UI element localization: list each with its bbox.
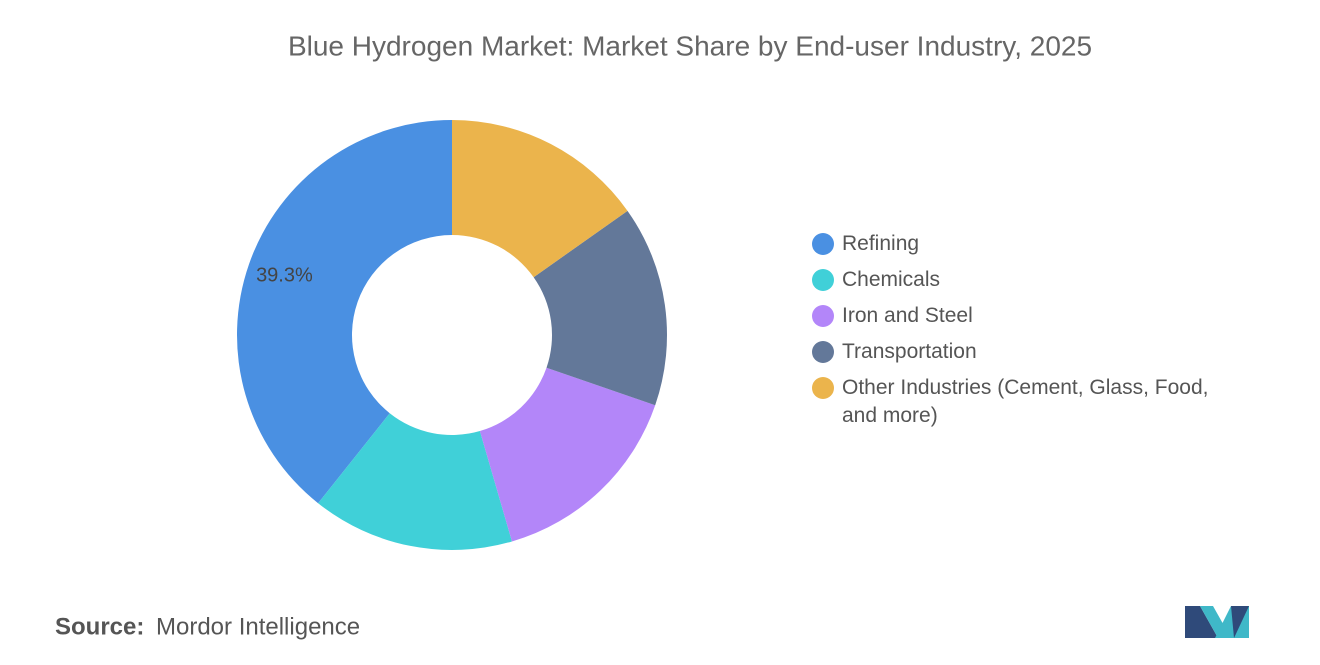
legend-item: Transportation	[812, 338, 1232, 366]
legend-marker	[812, 269, 834, 291]
legend-label: Other Industries (Cement, Glass, Food, a…	[842, 376, 1209, 427]
donut: 39.3%	[236, 120, 667, 550]
legend-item: Chemicals	[812, 266, 1232, 294]
slice	[533, 210, 667, 406]
source: Mordor Intelligence	[156, 613, 360, 640]
legend-marker	[812, 341, 834, 363]
legend-item: Refining	[812, 230, 1232, 258]
legend-item: Iron and Steel	[812, 302, 1232, 330]
data-label: 39.3%	[256, 265, 313, 287]
legend-marker	[812, 305, 834, 327]
source-label: Source:	[55, 613, 144, 640]
legend-item: Other Industries (Cement, Glass, Food, a…	[812, 374, 1232, 430]
legend-marker	[812, 377, 834, 399]
slice	[479, 367, 656, 542]
legend-label: Iron and Steel	[842, 304, 973, 327]
legend-label: Chemicals	[842, 268, 941, 291]
legend-marker	[812, 233, 834, 255]
legend-label: Transportation	[842, 340, 977, 363]
slice	[318, 413, 512, 550]
legend-label: Refining	[842, 232, 920, 255]
legend: Refining Chemicals Iron and Steel Transport…	[812, 230, 1232, 438]
chart-title: Blue Hydrogen Market: Market Share by En…	[288, 30, 1092, 61]
slice	[236, 120, 452, 504]
logo	[1185, 606, 1249, 638]
slice	[452, 120, 628, 278]
